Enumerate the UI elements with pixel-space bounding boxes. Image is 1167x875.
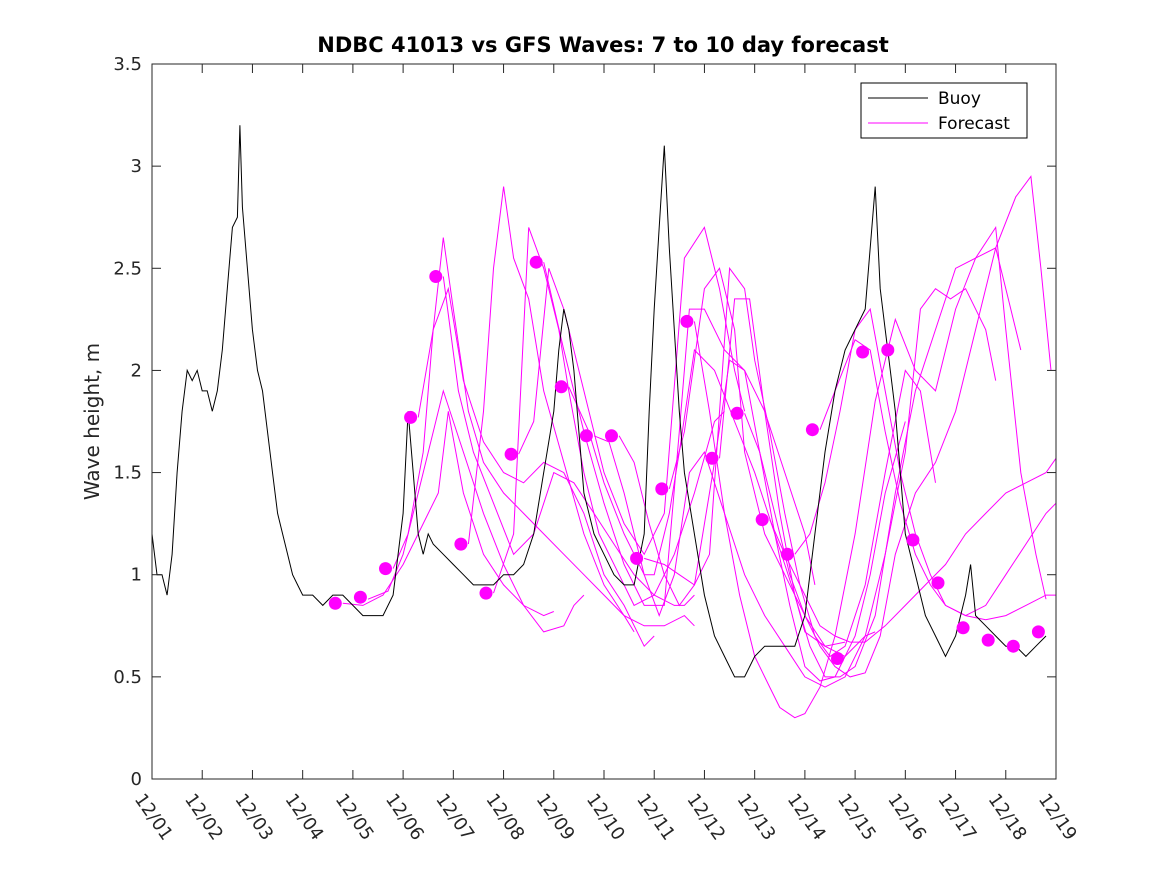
y-tick-label-1: 0.5 xyxy=(113,667,142,688)
forecast-marker-3 xyxy=(379,562,392,576)
forecast-line-2 xyxy=(367,389,585,633)
forecast-line-16 xyxy=(719,225,1047,678)
y-tick-label-3: 1.5 xyxy=(113,463,142,484)
forecast-line-6 xyxy=(467,186,695,627)
forecast-line-13 xyxy=(644,266,936,658)
chart-title: NDBC 41013 vs GFS Waves: 7 to 10 day for… xyxy=(317,33,888,57)
forecast-marker-12 xyxy=(605,429,618,443)
forecast-marker-26 xyxy=(956,621,970,635)
forecast-line-17 xyxy=(744,175,1052,678)
forecast-line-14 xyxy=(668,267,997,658)
legend-forecast-label: Forecast xyxy=(938,114,1010,134)
forecast-marker-28 xyxy=(1006,639,1020,653)
forecast-marker-27 xyxy=(981,633,995,647)
legend-box xyxy=(860,82,1028,139)
forecast-line-3 xyxy=(392,237,635,633)
forecast-line-20 xyxy=(819,339,1056,621)
forecast-marker-25 xyxy=(931,576,945,590)
forecast-marker-22 xyxy=(856,345,870,359)
forecast-marker-9 xyxy=(529,255,543,269)
forecast-marker-15 xyxy=(680,314,694,328)
forecast-marker-18 xyxy=(755,513,769,527)
forecast-marker-2 xyxy=(353,590,367,604)
y-tick-label-2: 1 xyxy=(131,565,142,586)
forecast-marker-6 xyxy=(454,537,468,551)
forecast-marker-29 xyxy=(1031,625,1045,639)
forecast-marker-11 xyxy=(579,429,593,443)
y-tick-label-4: 2 xyxy=(131,360,142,381)
forecast-line-18 xyxy=(769,458,1057,643)
forecast-line-4 xyxy=(417,286,655,648)
data-layer xyxy=(151,125,1057,719)
forecast-marker-1 xyxy=(328,596,342,610)
forecast-marker-23 xyxy=(881,343,895,357)
y-tick-label-0: 0 xyxy=(131,769,142,790)
forecast-marker-17 xyxy=(730,406,744,420)
legend-buoy-label: Buoy xyxy=(938,89,981,109)
legend: Buoy Forecast xyxy=(860,82,1028,139)
forecast-marker-4 xyxy=(404,410,418,424)
forecast-marker-16 xyxy=(705,451,719,465)
forecast-line-8 xyxy=(518,226,746,556)
forecast-marker-19 xyxy=(780,547,794,561)
forecast-line-7 xyxy=(493,227,725,607)
forecast-marker-10 xyxy=(554,380,568,394)
buoy-line xyxy=(151,125,1047,678)
forecast-line-9 xyxy=(543,262,816,606)
forecast-marker-7 xyxy=(479,586,493,600)
forecast-marker-8 xyxy=(504,447,518,461)
y-tick-label-6: 3 xyxy=(131,156,142,177)
forecast-line-5 xyxy=(442,276,695,606)
forecast-marker-5 xyxy=(429,270,443,283)
forecast-marker-20 xyxy=(805,423,819,437)
forecast-marker-14 xyxy=(655,482,669,496)
plot-area xyxy=(152,64,1056,779)
y-tick-label-7: 3.5 xyxy=(113,54,142,75)
y-axis-label: Wave height, m xyxy=(80,343,104,500)
forecast-line-19 xyxy=(794,307,1057,617)
forecast-marker-21 xyxy=(831,652,844,665)
forecast-marker-24 xyxy=(906,533,920,547)
forecast-marker-13 xyxy=(630,551,644,565)
y-tick-label-5: 2.5 xyxy=(113,258,142,279)
